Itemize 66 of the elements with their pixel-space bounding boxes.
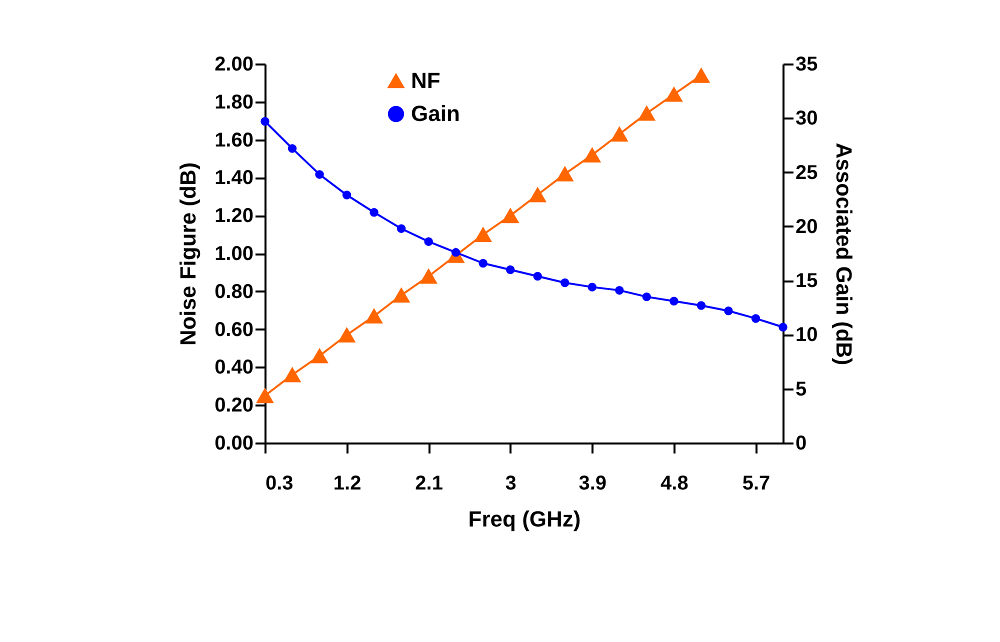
x-tick-label: 5.7 [742, 472, 770, 494]
point [420, 268, 438, 284]
point [778, 322, 788, 332]
point [284, 367, 301, 382]
y-tick-label: 1.40 [214, 167, 254, 190]
legend-label: NF [411, 68, 440, 93]
x-tick-label: 2.1 [415, 472, 443, 494]
point [529, 187, 546, 202]
point [506, 265, 515, 274]
y2-tick-label: 0 [796, 432, 807, 454]
point [342, 190, 352, 200]
point [424, 237, 433, 246]
legend-label: Gain [411, 101, 460, 126]
point [256, 388, 274, 404]
x-tick-label: 3.9 [578, 472, 607, 494]
x-tick-label: 3 [505, 472, 516, 494]
y2-tick-label: 5 [796, 378, 807, 400]
x-tick-label: 1.2 [333, 472, 362, 494]
point [638, 106, 656, 121]
point [670, 296, 678, 306]
y-tick-label: 1.80 [214, 91, 254, 114]
y-tick-label: 1.20 [214, 205, 254, 228]
y2-tick-label: 25 [796, 162, 818, 184]
point [474, 227, 492, 242]
y-tick-label: 0.80 [214, 280, 254, 303]
y-tick-label: 1.60 [214, 129, 254, 152]
point [615, 286, 624, 295]
point [696, 301, 706, 310]
y-tick-label: 0.20 [214, 394, 254, 417]
point [310, 348, 328, 364]
y-tick-label: 0.40 [214, 356, 254, 379]
y-tick-label: 0.60 [214, 318, 254, 341]
point [642, 292, 652, 302]
y-tick-label: 1.00 [214, 243, 254, 265]
y-tick-label: 2.00 [214, 54, 254, 76]
point [288, 144, 297, 153]
point [584, 147, 601, 162]
point [370, 208, 378, 217]
x-axis-title: Freq (GHz) [468, 506, 581, 532]
point [396, 224, 406, 233]
point [392, 288, 410, 303]
x-tick-label: 0.3 [266, 472, 294, 494]
y-axis-title: Noise Figure (dB) [176, 162, 201, 346]
point [365, 308, 383, 324]
point [665, 86, 683, 102]
y2-tick-label: 10 [796, 324, 818, 346]
y2-tick-label: 30 [796, 108, 818, 130]
point [560, 278, 570, 288]
y2-axis-title: Associated Gain (dB) [832, 142, 857, 366]
point [556, 166, 574, 182]
point [692, 68, 710, 83]
point [724, 306, 733, 316]
point [338, 328, 356, 342]
x-tick-label: 4.8 [660, 472, 688, 494]
point [533, 272, 542, 281]
y2-tick-label: 15 [796, 270, 818, 292]
point [315, 170, 324, 179]
y2-tick-label: 20 [796, 216, 818, 238]
y2-tick-label: 35 [796, 54, 818, 76]
y-tick-label: 0.00 [214, 432, 254, 454]
point [751, 314, 760, 323]
point [502, 208, 519, 224]
point [260, 117, 270, 126]
point [588, 282, 597, 292]
point [610, 126, 628, 142]
point [478, 258, 488, 268]
